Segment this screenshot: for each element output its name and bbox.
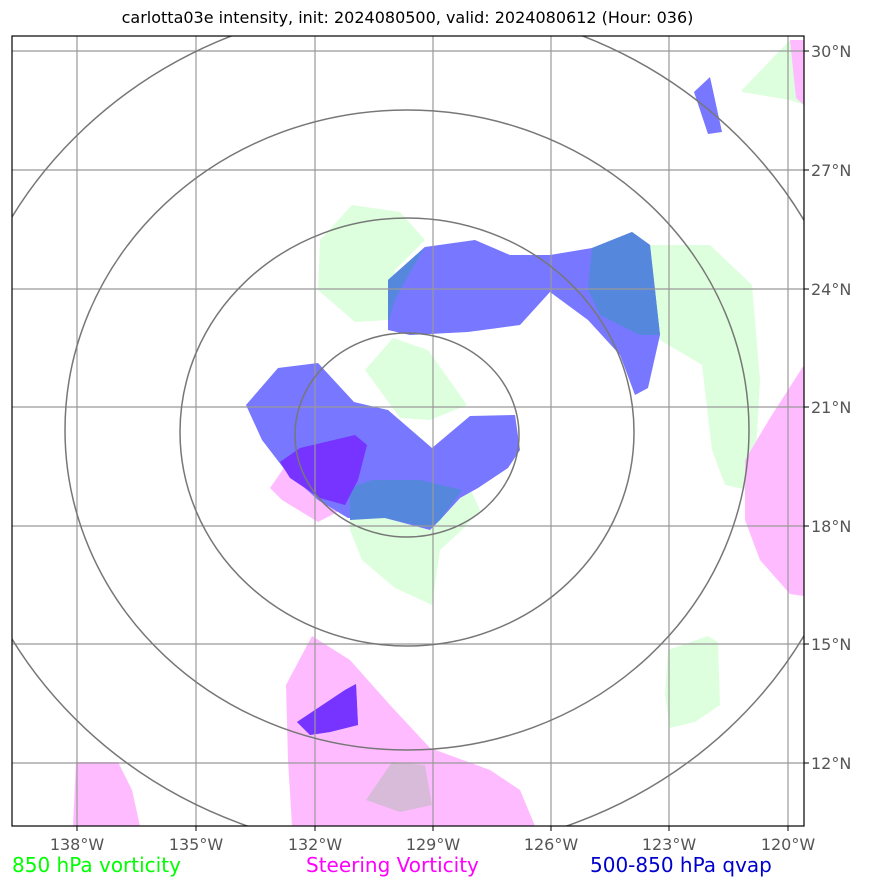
range-ring <box>294 332 520 538</box>
overlap-areas <box>350 232 660 528</box>
lon-tick-label: 120°W <box>761 835 816 854</box>
legend-qvap: 500-850 hPa qvap <box>590 853 772 877</box>
purple-overlap-area <box>297 684 358 735</box>
purple-overlap-areas <box>280 435 367 735</box>
range-rings <box>12 36 804 826</box>
lon-tick-label: 123°W <box>642 835 697 854</box>
vorticity-area <box>650 245 760 490</box>
vorticity-area <box>318 205 425 322</box>
lon-tick-label: 129°W <box>406 835 461 854</box>
vorticity-area <box>365 338 467 420</box>
purple-overlap-area <box>280 435 367 505</box>
range-ring <box>179 217 635 647</box>
lat-tick-labels: 30°N 27°N 24°N 21°N 18°N 15°N 12°N <box>811 42 851 773</box>
map-frame <box>11 35 805 827</box>
steering-area <box>286 636 535 826</box>
steering-area <box>745 365 804 596</box>
legend-850-vorticity: 850 hPa vorticity <box>12 853 181 877</box>
range-ring <box>64 109 750 751</box>
legend-steering-vorticity: Steering Vorticity <box>306 853 479 877</box>
lon-tick-label: 126°W <box>524 835 579 854</box>
tick-marks <box>76 50 809 831</box>
lat-tick-label: 27°N <box>811 161 851 180</box>
lat-tick-label: 21°N <box>811 398 851 417</box>
graticule <box>12 36 804 826</box>
steering-area <box>73 762 140 826</box>
map-title: carlotta03e intensity, init: 2024080500,… <box>121 8 694 27</box>
lat-tick-label: 12°N <box>811 754 851 773</box>
lon-tick-label: 132°W <box>288 835 343 854</box>
lon-tick-label: 138°W <box>50 835 105 854</box>
vorticity-area <box>665 636 720 728</box>
overlap-area <box>388 247 425 322</box>
overlap-area <box>588 232 660 335</box>
lat-tick-label: 15°N <box>811 635 851 654</box>
lon-tick-labels: 138°W 135°W 132°W 129°W 126°W 123°W 120°… <box>50 835 816 854</box>
steering-vorticity-overlap <box>366 762 432 812</box>
lon-tick-label: 135°W <box>169 835 224 854</box>
lat-tick-label: 18°N <box>811 517 851 536</box>
steering-area <box>790 40 804 105</box>
lat-tick-label: 30°N <box>811 42 851 61</box>
qvap-area <box>694 77 722 134</box>
overlap-area <box>350 480 462 528</box>
lat-tick-label: 24°N <box>811 280 851 299</box>
